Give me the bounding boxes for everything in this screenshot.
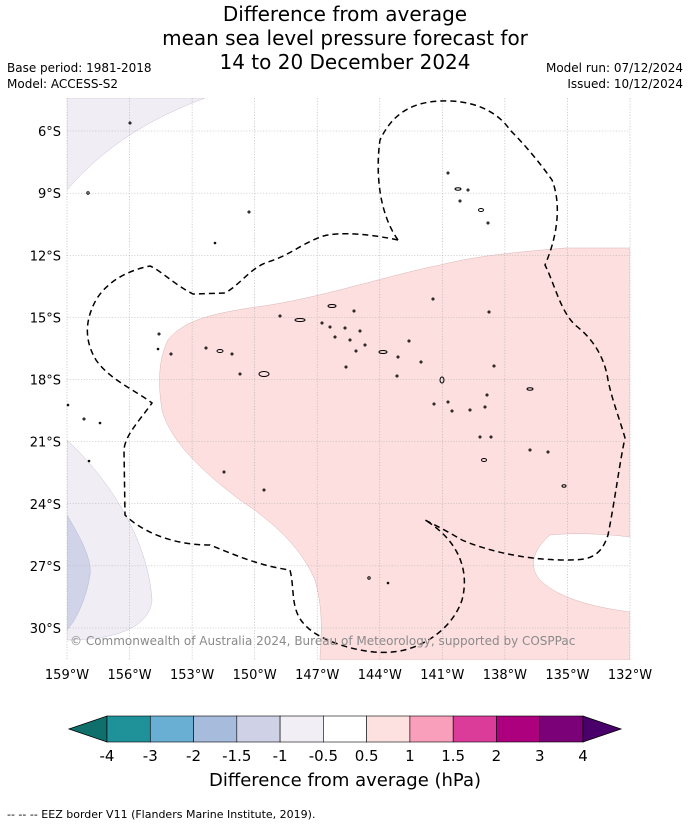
lon-label: 159°W [45, 668, 89, 683]
islands [66, 121, 567, 585]
lat-label: 18°S [30, 374, 61, 389]
meta-right: Model run: 07/12/2024 Issued: 10/12/2024 [546, 60, 683, 92]
colorbar-swatch [452, 715, 497, 743]
lat-label: 21°S [30, 436, 61, 451]
colorbar [67, 715, 623, 743]
neg-region-nw [67, 98, 206, 191]
lon-label: 144°W [358, 668, 402, 683]
graticule [66, 98, 631, 660]
colorbar-arrow-low [67, 715, 108, 743]
colorbar-tick-label: 0.5 [355, 747, 379, 765]
colorbar-swatch [323, 715, 367, 743]
colorbar-tick-label: 1.5 [441, 747, 465, 765]
lon-label: 147°W [295, 668, 339, 683]
colorbar-ticks: -4 -3 -2 -1.5 -1 -0.5 0.5 1 1.5 2 3 4 [100, 747, 588, 765]
colorbar-swatch [496, 715, 541, 743]
eez-border-north [377, 100, 626, 561]
lat-label: 12°S [30, 249, 61, 264]
colorbar-tick-label: -4 [100, 747, 115, 765]
issued-date: Issued: 10/12/2024 [567, 77, 683, 91]
neg-region-sw-strong [67, 514, 91, 631]
colorbar-tick-label: -2 [186, 747, 201, 765]
title-line-2: mean sea level pressure forecast for [162, 26, 528, 50]
copyright-notice: © Commonwealth of Australia 2024, Bureau… [70, 634, 576, 648]
map-fills [67, 98, 630, 660]
base-period: Base period: 1981-2018 [7, 61, 152, 75]
lon-label: 132°W [608, 668, 652, 683]
lat-label: 24°S [30, 498, 61, 513]
colorbar-swatch [366, 715, 411, 743]
neg-region-sw [67, 439, 153, 641]
colorbar-tick-label: -0.5 [309, 747, 338, 765]
lon-label: 150°W [233, 668, 277, 683]
colorbar-swatch [193, 715, 238, 743]
colorbar-swatch [236, 715, 281, 743]
colorbar-swatch [106, 715, 151, 743]
lon-label: 135°W [545, 668, 589, 683]
lat-label: 9°S [38, 187, 61, 202]
lat-label: 30°S [30, 622, 61, 637]
lon-label: 138°W [483, 668, 527, 683]
map-title: Difference from average mean sea level p… [0, 2, 690, 74]
colorbar-swatch [409, 715, 454, 743]
eez-borders [86, 100, 626, 654]
colorbar-swatch [539, 715, 584, 743]
colorbar-arrow-high [582, 715, 623, 743]
colorbar-title: Difference from average (hPa) [208, 770, 482, 791]
colorbar-tick-label: -1.5 [222, 747, 251, 765]
colorbar-tick-label: 3 [535, 747, 545, 765]
lon-label: 153°W [170, 668, 214, 683]
meta-left: Base period: 1981-2018 Model: ACCESS-S2 [7, 60, 152, 92]
longitude-labels: 159°W 156°W 153°W 150°W 147°W 144°W 141°… [45, 668, 652, 683]
colorbar-tick-label: -3 [143, 747, 158, 765]
colorbar-swatch [279, 715, 324, 743]
model-name: Model: ACCESS-S2 [7, 77, 119, 91]
model-run: Model run: 07/12/2024 [545, 61, 683, 75]
lat-label: 6°S [38, 125, 61, 140]
colorbar-swatch [149, 715, 194, 743]
pos-region [159, 247, 630, 660]
colorbar-tick-label: 2 [492, 747, 502, 765]
eez-footnote: -- -- -- EEZ border V11 (Flanders Marine… [7, 808, 316, 821]
lat-label: 27°S [30, 560, 61, 575]
title-line-1: Difference from average [222, 2, 468, 26]
colorbar-tick-label: 4 [578, 747, 588, 765]
colorbar-tick-label: -1 [273, 747, 288, 765]
lon-label: 156°W [107, 668, 151, 683]
colorbar-tick-label: 1 [405, 747, 415, 765]
lat-label: 15°S [30, 311, 61, 326]
lon-label: 141°W [420, 668, 464, 683]
latitude-labels: 6°S 9°S 12°S 15°S 18°S 21°S 24°S 27°S 30… [30, 125, 61, 637]
title-line-3: 14 to 20 December 2024 [219, 50, 471, 74]
